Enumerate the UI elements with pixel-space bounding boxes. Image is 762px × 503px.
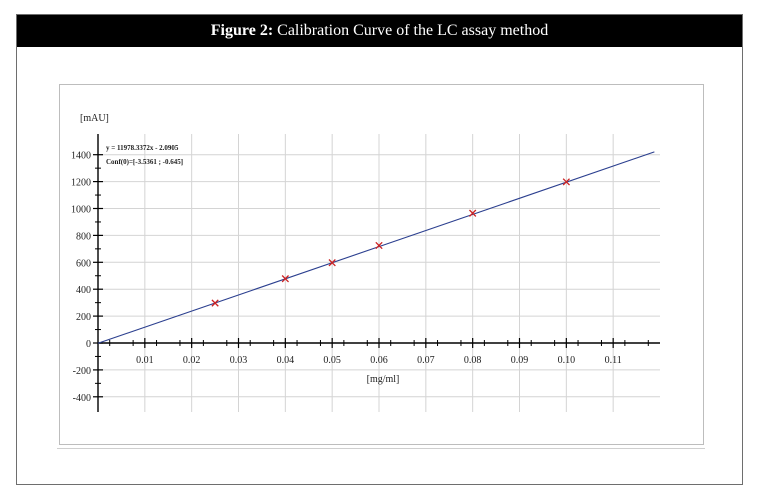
x-tick-label: 0.02 [183, 355, 201, 366]
ticks [93, 154, 649, 398]
y-tick-label: 1200 [71, 178, 91, 189]
data-point [281, 275, 289, 283]
data-points [211, 178, 570, 307]
x-tick-label: 0.09 [511, 355, 529, 366]
y-tick-label: 1000 [71, 205, 91, 216]
figure-title: Figure 2: Calibration Curve of the LC as… [17, 15, 742, 47]
x-axis-label: [mg/ml] [367, 374, 400, 385]
data-point-stroke [469, 209, 477, 217]
x-tick-label: 0.01 [136, 355, 154, 366]
y-tick-label: -400 [73, 393, 91, 404]
y-tick-label: 0 [86, 339, 91, 350]
x-tick-label: 0.06 [370, 355, 388, 366]
x-tick-label: 0.08 [464, 355, 482, 366]
x-tick-label: 0.04 [277, 355, 295, 366]
data-point [469, 209, 477, 217]
data-point-stroke [375, 241, 383, 250]
plot-box [59, 84, 704, 445]
data-point [375, 241, 383, 250]
x-tick-label: 0.07 [417, 355, 435, 366]
y-tick-label: 200 [76, 312, 91, 323]
labels: 0.01 0.02 0.03 0.04 0.05 0.06 0.07 0.08 0.09 0.10… [71, 113, 622, 404]
data-point [211, 299, 219, 307]
x-tick-label: 0.11 [605, 355, 622, 366]
equation-annotation: y = 11978.3372x - 2.0905 [106, 144, 179, 152]
x-tick-label: 0.05 [323, 355, 341, 366]
data-point [562, 178, 570, 186]
y-tick-label: -200 [73, 366, 91, 377]
figure-frame: Figure 2: Calibration Curve of the LC as… [16, 14, 743, 485]
data-point-stroke [281, 275, 289, 283]
y-tick-label: 1400 [71, 151, 91, 162]
y-tick-label: 400 [76, 285, 91, 296]
bottom-rule [57, 448, 705, 449]
y-axis-label: [mAU] [80, 113, 109, 124]
y-tick-label: 800 [76, 231, 91, 242]
x-tick-label: 0.10 [558, 355, 576, 366]
data-point-stroke [562, 178, 570, 186]
data-point [328, 259, 336, 267]
x-tick-label: 0.03 [230, 355, 248, 366]
grid [98, 134, 660, 412]
data-point-stroke [211, 299, 219, 307]
confidence-annotation: Conf(0)=[-3.5361 ; -0.645] [106, 158, 183, 166]
figure-title-bold: Figure 2: [210, 22, 274, 39]
figure-title-rest: Calibration Curve of the LC assay method [273, 22, 549, 39]
data-point-stroke [328, 259, 336, 267]
y-tick-label: 600 [76, 258, 91, 269]
